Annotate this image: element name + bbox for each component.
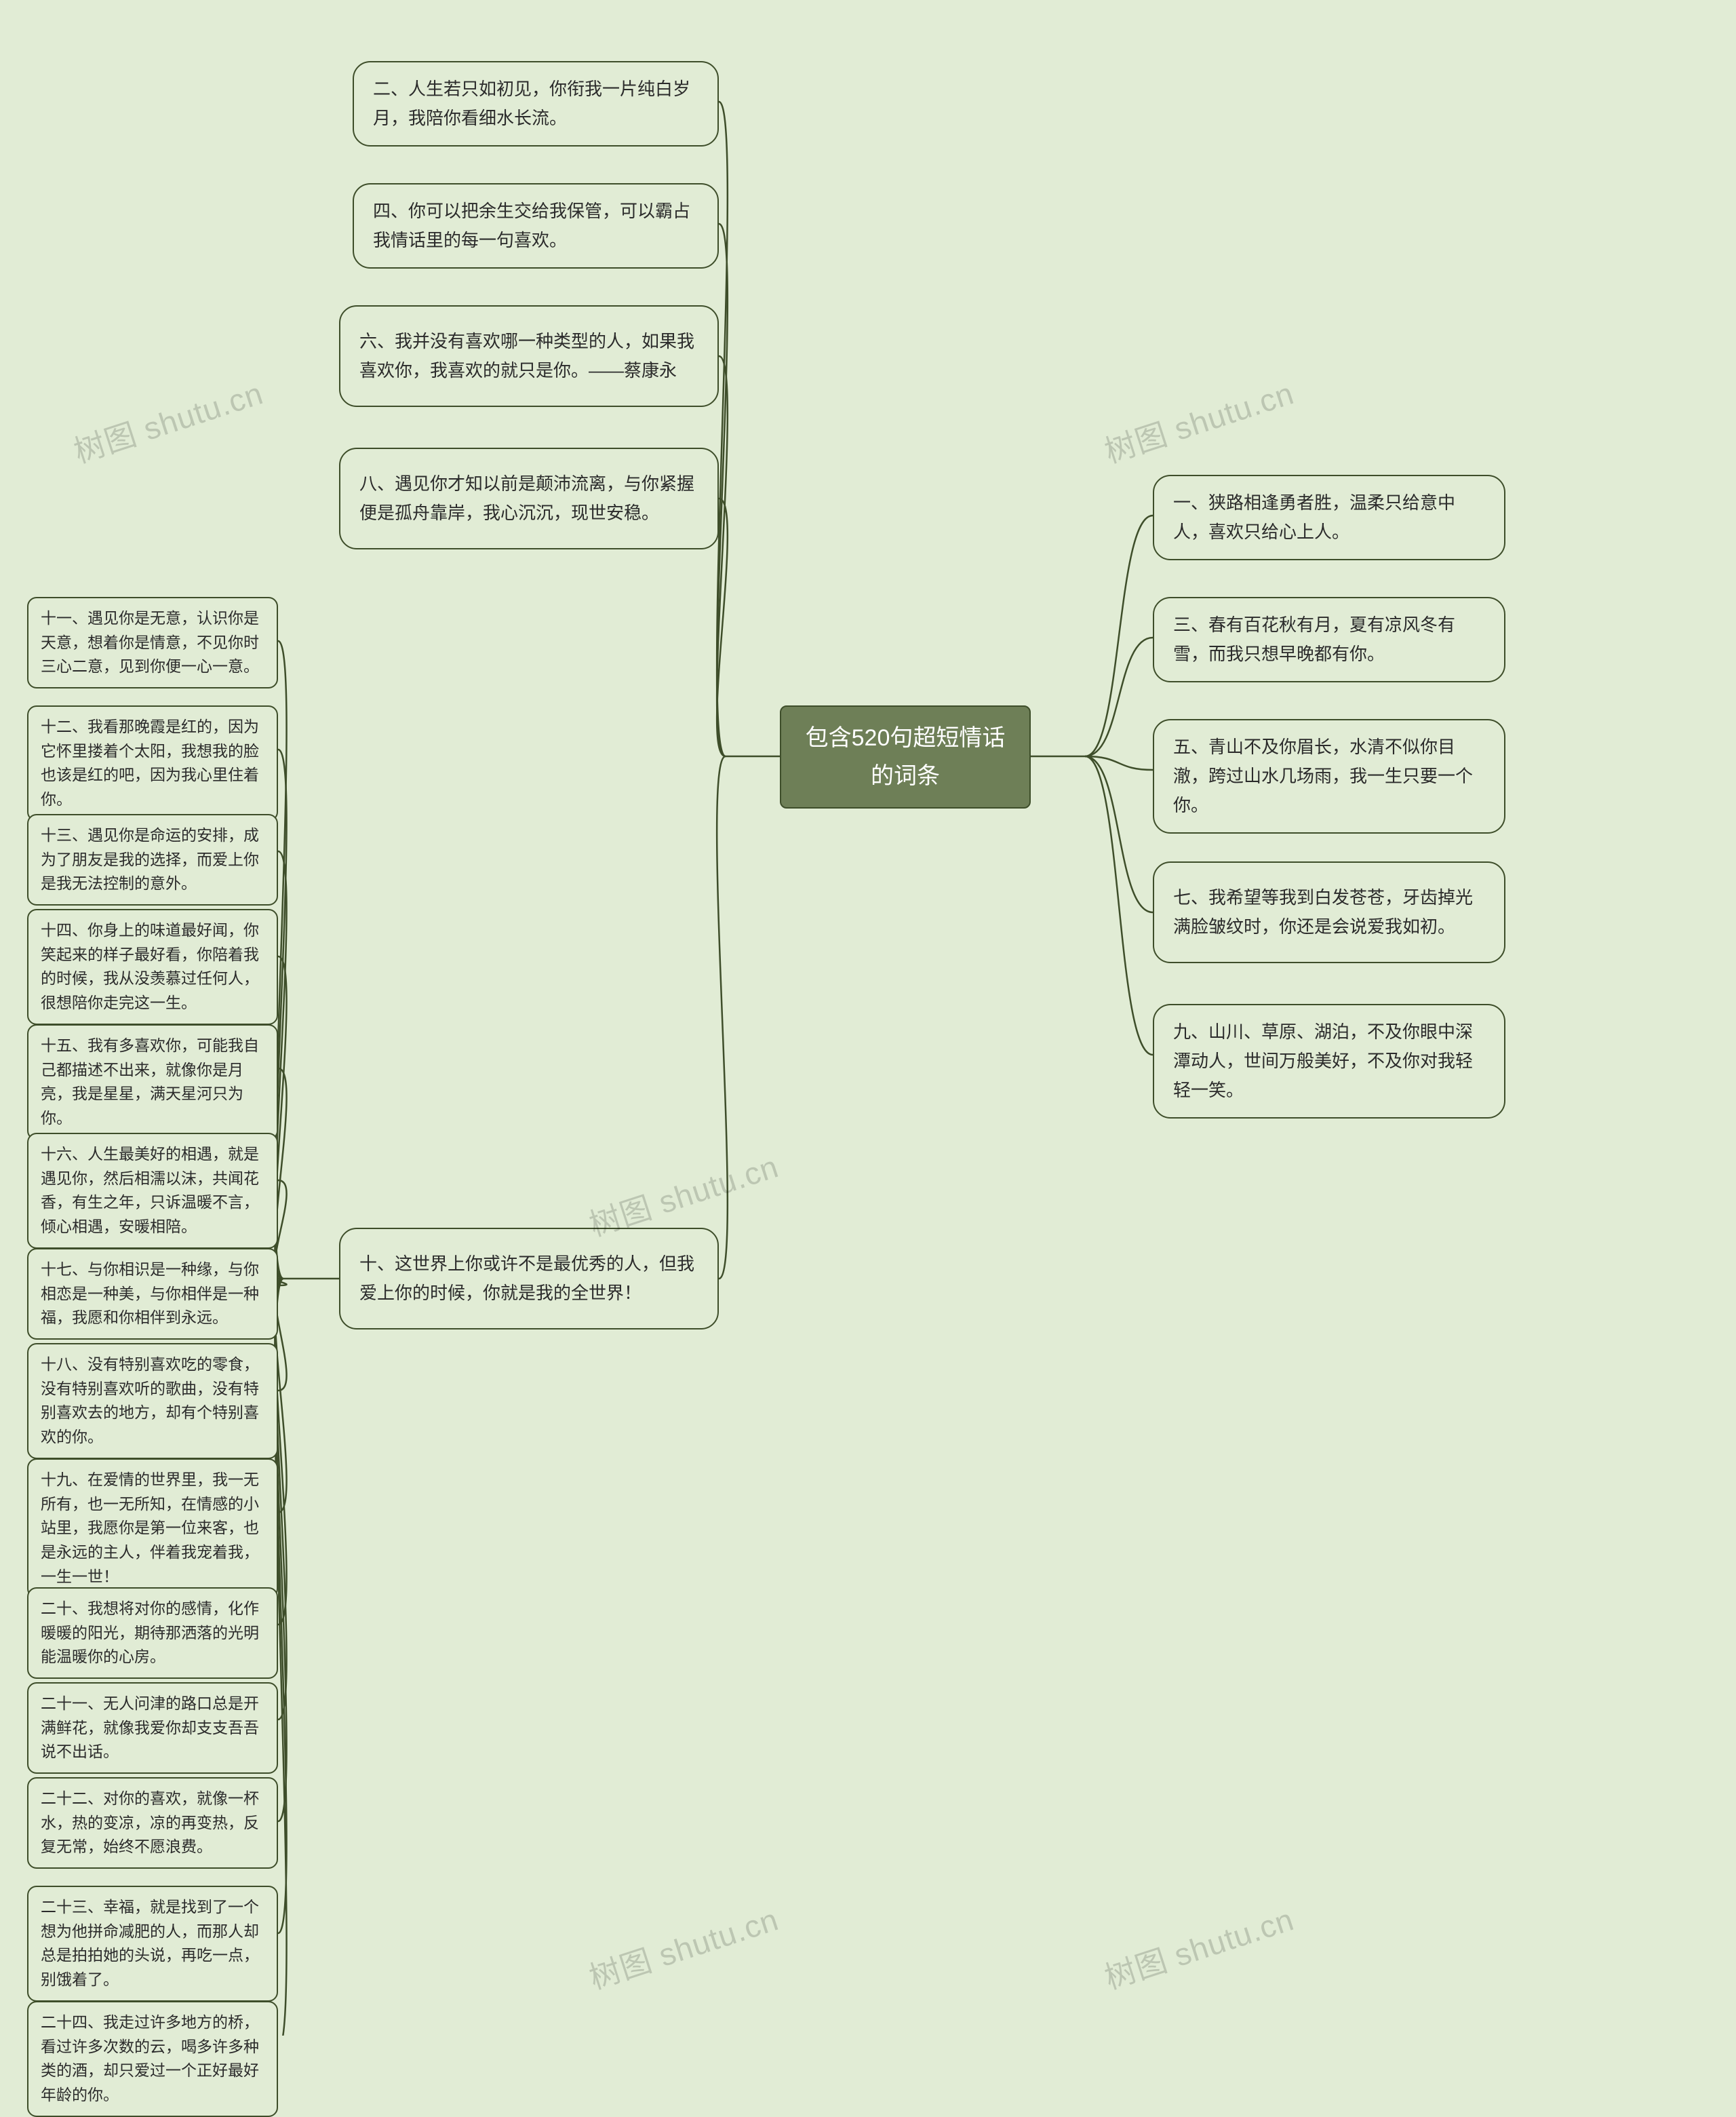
mindmap-node[interactable]: 二十一、无人问津的路口总是开满鲜花，就像我爱你却支支吾吾说不出话。 xyxy=(27,1682,278,1774)
node-text: 七、我希望等我到白发苍苍，牙齿掉光满脸皱纹时，你还是会说爱我如初。 xyxy=(1173,883,1485,941)
mindmap-node[interactable]: 包含520句超短情话的词条 xyxy=(780,705,1031,809)
node-text: 二十、我想将对你的感情，化作暖暖的阳光，期待那洒落的光明能温暖你的心房。 xyxy=(41,1597,264,1669)
mindmap-node[interactable]: 二十三、幸福，就是找到了一个想为他拼命减肥的人，而那人却总是拍拍她的头说，再吃一… xyxy=(27,1886,278,2002)
mindmap-node[interactable]: 十五、我有多喜欢你，可能我自己都描述不出来，就像你是月亮，我是星星，满天星河只为… xyxy=(27,1024,278,1140)
mindmap-node[interactable]: 六、我并没有喜欢哪一种类型的人，如果我喜欢你，我喜欢的就只是你。——蔡康永 xyxy=(339,305,719,407)
node-text: 四、你可以把余生交给我保管，可以霸占我情话里的每一句喜欢。 xyxy=(373,197,698,255)
node-text: 十一、遇见你是无意，认识你是天意，想着你是情意，不见你时三心二意，见到你便一心一… xyxy=(41,606,264,679)
mindmap-node[interactable]: 十九、在爱情的世界里，我一无所有，也一无所知，在情感的小站里，我愿你是第一位来客… xyxy=(27,1458,278,1598)
node-text: 六、我并没有喜欢哪一种类型的人，如果我喜欢你，我喜欢的就只是你。——蔡康永 xyxy=(359,327,698,385)
node-text: 三、春有百花秋有月，夏有凉风冬有雪，而我只想早晚都有你。 xyxy=(1173,610,1485,669)
node-text: 一、狭路相逢勇者胜，温柔只给意中人，喜欢只给心上人。 xyxy=(1173,488,1485,547)
node-text: 包含520句超短情话的词条 xyxy=(800,719,1010,795)
mindmap-node[interactable]: 十一、遇见你是无意，认识你是天意，想着你是情意，不见你时三心二意，见到你便一心一… xyxy=(27,597,278,688)
node-text: 十九、在爱情的世界里，我一无所有，也一无所知，在情感的小站里，我愿你是第一位来客… xyxy=(41,1468,264,1589)
mindmap-node[interactable]: 二十四、我走过许多地方的桥，看过许多次数的云，喝多许多种类的酒，却只爱过一个正好… xyxy=(27,2001,278,2117)
node-text: 二十三、幸福，就是找到了一个想为他拼命减肥的人，而那人却总是拍拍她的头说，再吃一… xyxy=(41,1895,264,1992)
mindmap-node[interactable]: 十六、人生最美好的相遇，就是遇见你，然后相濡以沫，共闻花香，有生之年，只诉温暖不… xyxy=(27,1133,278,1249)
node-text: 十七、与你相识是一种缘，与你相恋是一种美，与你相伴是一种福，我愿和你相伴到永远。 xyxy=(41,1258,264,1330)
mindmap-node[interactable]: 四、你可以把余生交给我保管，可以霸占我情话里的每一句喜欢。 xyxy=(353,183,719,269)
mindmap-node[interactable]: 二、人生若只如初见，你衔我一片纯白岁月，我陪你看细水长流。 xyxy=(353,61,719,147)
node-text: 十八、没有特别喜欢吃的零食，没有特别喜欢听的歌曲，没有特别喜欢去的地方，却有个特… xyxy=(41,1353,264,1450)
mindmap-node[interactable]: 十七、与你相识是一种缘，与你相恋是一种美，与你相伴是一种福，我愿和你相伴到永远。 xyxy=(27,1248,278,1340)
mindmap-node[interactable]: 二十、我想将对你的感情，化作暖暖的阳光，期待那洒落的光明能温暖你的心房。 xyxy=(27,1587,278,1679)
mindmap-node[interactable]: 十八、没有特别喜欢吃的零食，没有特别喜欢听的歌曲，没有特别喜欢去的地方，却有个特… xyxy=(27,1343,278,1459)
node-text: 十五、我有多喜欢你，可能我自己都描述不出来，就像你是月亮，我是星星，满天星河只为… xyxy=(41,1034,264,1131)
mindmap-node[interactable]: 十二、我看那晚霞是红的，因为它怀里搂着个太阳，我想我的脸也该是红的吧，因为我心里… xyxy=(27,705,278,821)
mindmap-node[interactable]: 十、这世界上你或许不是最优秀的人，但我爱上你的时候，你就是我的全世界！ xyxy=(339,1228,719,1329)
mindmap-node[interactable]: 七、我希望等我到白发苍苍，牙齿掉光满脸皱纹时，你还是会说爱我如初。 xyxy=(1153,861,1505,963)
mindmap-node[interactable]: 一、狭路相逢勇者胜，温柔只给意中人，喜欢只给心上人。 xyxy=(1153,475,1505,560)
node-text: 二十一、无人问津的路口总是开满鲜花，就像我爱你却支支吾吾说不出话。 xyxy=(41,1692,264,1764)
watermark: 树图 shutu.cn xyxy=(1099,1895,1299,1998)
node-text: 五、青山不及你眉长，水清不似你目澈，跨过山水几场雨，我一生只要一个你。 xyxy=(1173,733,1485,820)
mindmap-node[interactable]: 九、山川、草原、湖泊，不及你眼中深潭动人，世间万般美好，不及你对我轻轻一笑。 xyxy=(1153,1004,1505,1119)
watermark: 树图 shutu.cn xyxy=(583,1895,784,1998)
mindmap-node[interactable]: 十四、你身上的味道最好闻，你笑起来的样子最好看，你陪着我的时候，我从没羡慕过任何… xyxy=(27,909,278,1025)
node-text: 二、人生若只如初见，你衔我一片纯白岁月，我陪你看细水长流。 xyxy=(373,75,698,133)
node-text: 十六、人生最美好的相遇，就是遇见你，然后相濡以沫，共闻花香，有生之年，只诉温暖不… xyxy=(41,1142,264,1239)
mindmap-node[interactable]: 十三、遇见你是命运的安排，成为了朋友是我的选择，而爱上你是我无法控制的意外。 xyxy=(27,814,278,906)
watermark: 树图 shutu.cn xyxy=(1099,369,1299,472)
mindmap-node[interactable]: 八、遇见你才知以前是颠沛流离，与你紧握便是孤舟靠岸，我心沉沉，现世安稳。 xyxy=(339,448,719,549)
watermark: 树图 shutu.cn xyxy=(68,369,269,472)
mindmap-node[interactable]: 二十二、对你的喜欢，就像一杯水，热的变凉，凉的再变热，反复无常，始终不愿浪费。 xyxy=(27,1777,278,1869)
node-text: 二十二、对你的喜欢，就像一杯水，热的变凉，凉的再变热，反复无常，始终不愿浪费。 xyxy=(41,1787,264,1859)
node-text: 九、山川、草原、湖泊，不及你眼中深潭动人，世间万般美好，不及你对我轻轻一笑。 xyxy=(1173,1017,1485,1105)
node-text: 十四、你身上的味道最好闻，你笑起来的样子最好看，你陪着我的时候，我从没羡慕过任何… xyxy=(41,918,264,1015)
mindmap-node[interactable]: 三、春有百花秋有月，夏有凉风冬有雪，而我只想早晚都有你。 xyxy=(1153,597,1505,682)
node-text: 二十四、我走过许多地方的桥，看过许多次数的云，喝多许多种类的酒，却只爱过一个正好… xyxy=(41,2011,264,2108)
node-text: 八、遇见你才知以前是颠沛流离，与你紧握便是孤舟靠岸，我心沉沉，现世安稳。 xyxy=(359,469,698,528)
node-text: 十三、遇见你是命运的安排，成为了朋友是我的选择，而爱上你是我无法控制的意外。 xyxy=(41,823,264,896)
mindmap-node[interactable]: 五、青山不及你眉长，水清不似你目澈，跨过山水几场雨，我一生只要一个你。 xyxy=(1153,719,1505,834)
mindmap-canvas: 包含520句超短情话的词条 一、狭路相逢勇者胜，温柔只给意中人，喜欢只给心上人。三… xyxy=(0,0,1736,2036)
node-text: 十二、我看那晚霞是红的，因为它怀里搂着个太阳，我想我的脸也该是红的吧，因为我心里… xyxy=(41,715,264,812)
node-text: 十、这世界上你或许不是最优秀的人，但我爱上你的时候，你就是我的全世界！ xyxy=(359,1249,698,1308)
